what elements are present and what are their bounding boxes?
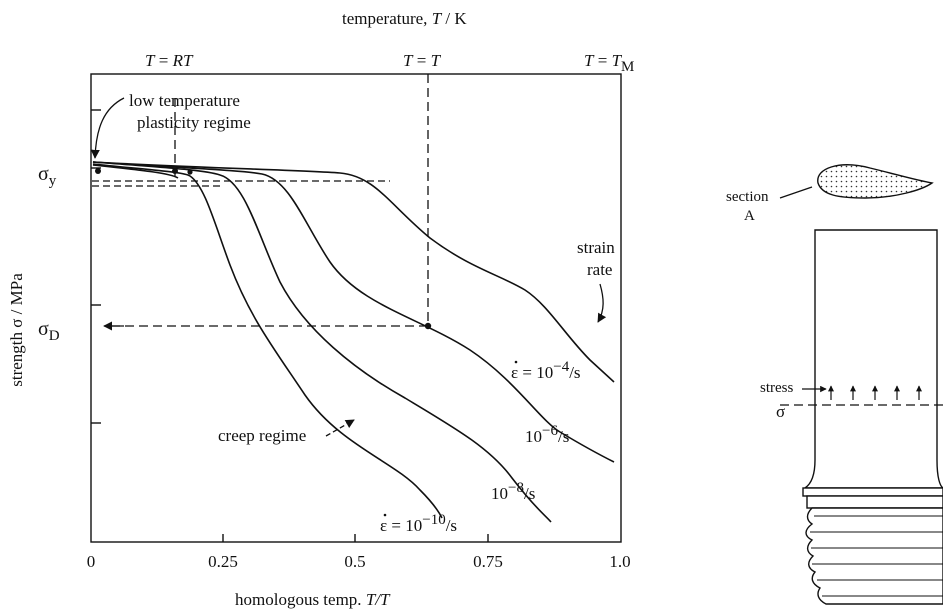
curve-label-1e-10: ε = 10−10/s <box>380 512 457 535</box>
epsilon-dot <box>514 360 518 364</box>
low-temp-label-line1: low temperature <box>129 91 240 110</box>
stress-label-line2: σ <box>776 402 785 421</box>
y-axis-title: strength σ / MPa <box>7 273 26 387</box>
x-tick-label: 0.75 <box>473 552 503 571</box>
root-serrations <box>810 515 943 597</box>
rt-point <box>172 168 178 174</box>
sigma-d-label: σD <box>38 318 60 344</box>
section-label-line1: section <box>726 189 769 205</box>
marker-melting-temperature: T = TM <box>584 51 634 75</box>
bundle-point <box>187 169 193 175</box>
strain-rate-arrow <box>597 283 607 323</box>
low-temp-label-line2: plasticity regime <box>137 113 251 132</box>
x-axis-title: homologous temp. T/T <box>235 590 391 609</box>
curve-strain-rate-1e-6 <box>92 161 615 463</box>
curve-strain-rate-1e-4 <box>92 161 615 383</box>
airfoil-section <box>817 164 934 199</box>
curve-label-1e-8: 10−8/s <box>491 480 535 503</box>
x-tick-label: 1.0 <box>609 552 630 571</box>
turbine-blade: section A stress σ <box>726 164 943 605</box>
curve-label-1e-6: 10−6/s <box>525 423 569 446</box>
x-tick-label: 0 <box>87 552 96 571</box>
section-pointer <box>779 186 813 199</box>
section-label-line2: A <box>744 208 755 224</box>
epsilon-dot <box>383 513 387 517</box>
sigma-y-label: σy <box>38 163 57 189</box>
curve-label-1e-4: ε = 10−4/s <box>511 359 581 382</box>
blade-root <box>805 507 943 605</box>
curve-strain-rate-1e-8 <box>92 161 552 523</box>
stress-label-line1: stress <box>760 380 793 396</box>
plot-frame <box>90 73 622 543</box>
x-tick-label: 0.5 <box>344 552 365 571</box>
curve-strain-rate-1e-10 <box>92 163 443 519</box>
sigma-y-point <box>95 168 101 174</box>
curve-bundle-start <box>92 164 179 179</box>
marker-room-temperature: T = RT <box>145 51 194 70</box>
blade-body <box>802 229 943 489</box>
blade-platform <box>802 487 943 497</box>
blade-platform-lower <box>806 495 943 509</box>
x-tick-label: 0.25 <box>208 552 238 571</box>
strain-rate-label-line1: strain <box>577 238 615 257</box>
low-temp-arrow <box>90 97 125 159</box>
top-axis-title: temperature, T / K <box>342 9 467 28</box>
strain-rate-label-line2: rate <box>587 260 612 279</box>
creep-arrow <box>325 419 355 437</box>
creep-regime-label: creep regime <box>218 426 306 445</box>
marker-operating-temperature: T = T <box>403 51 442 70</box>
